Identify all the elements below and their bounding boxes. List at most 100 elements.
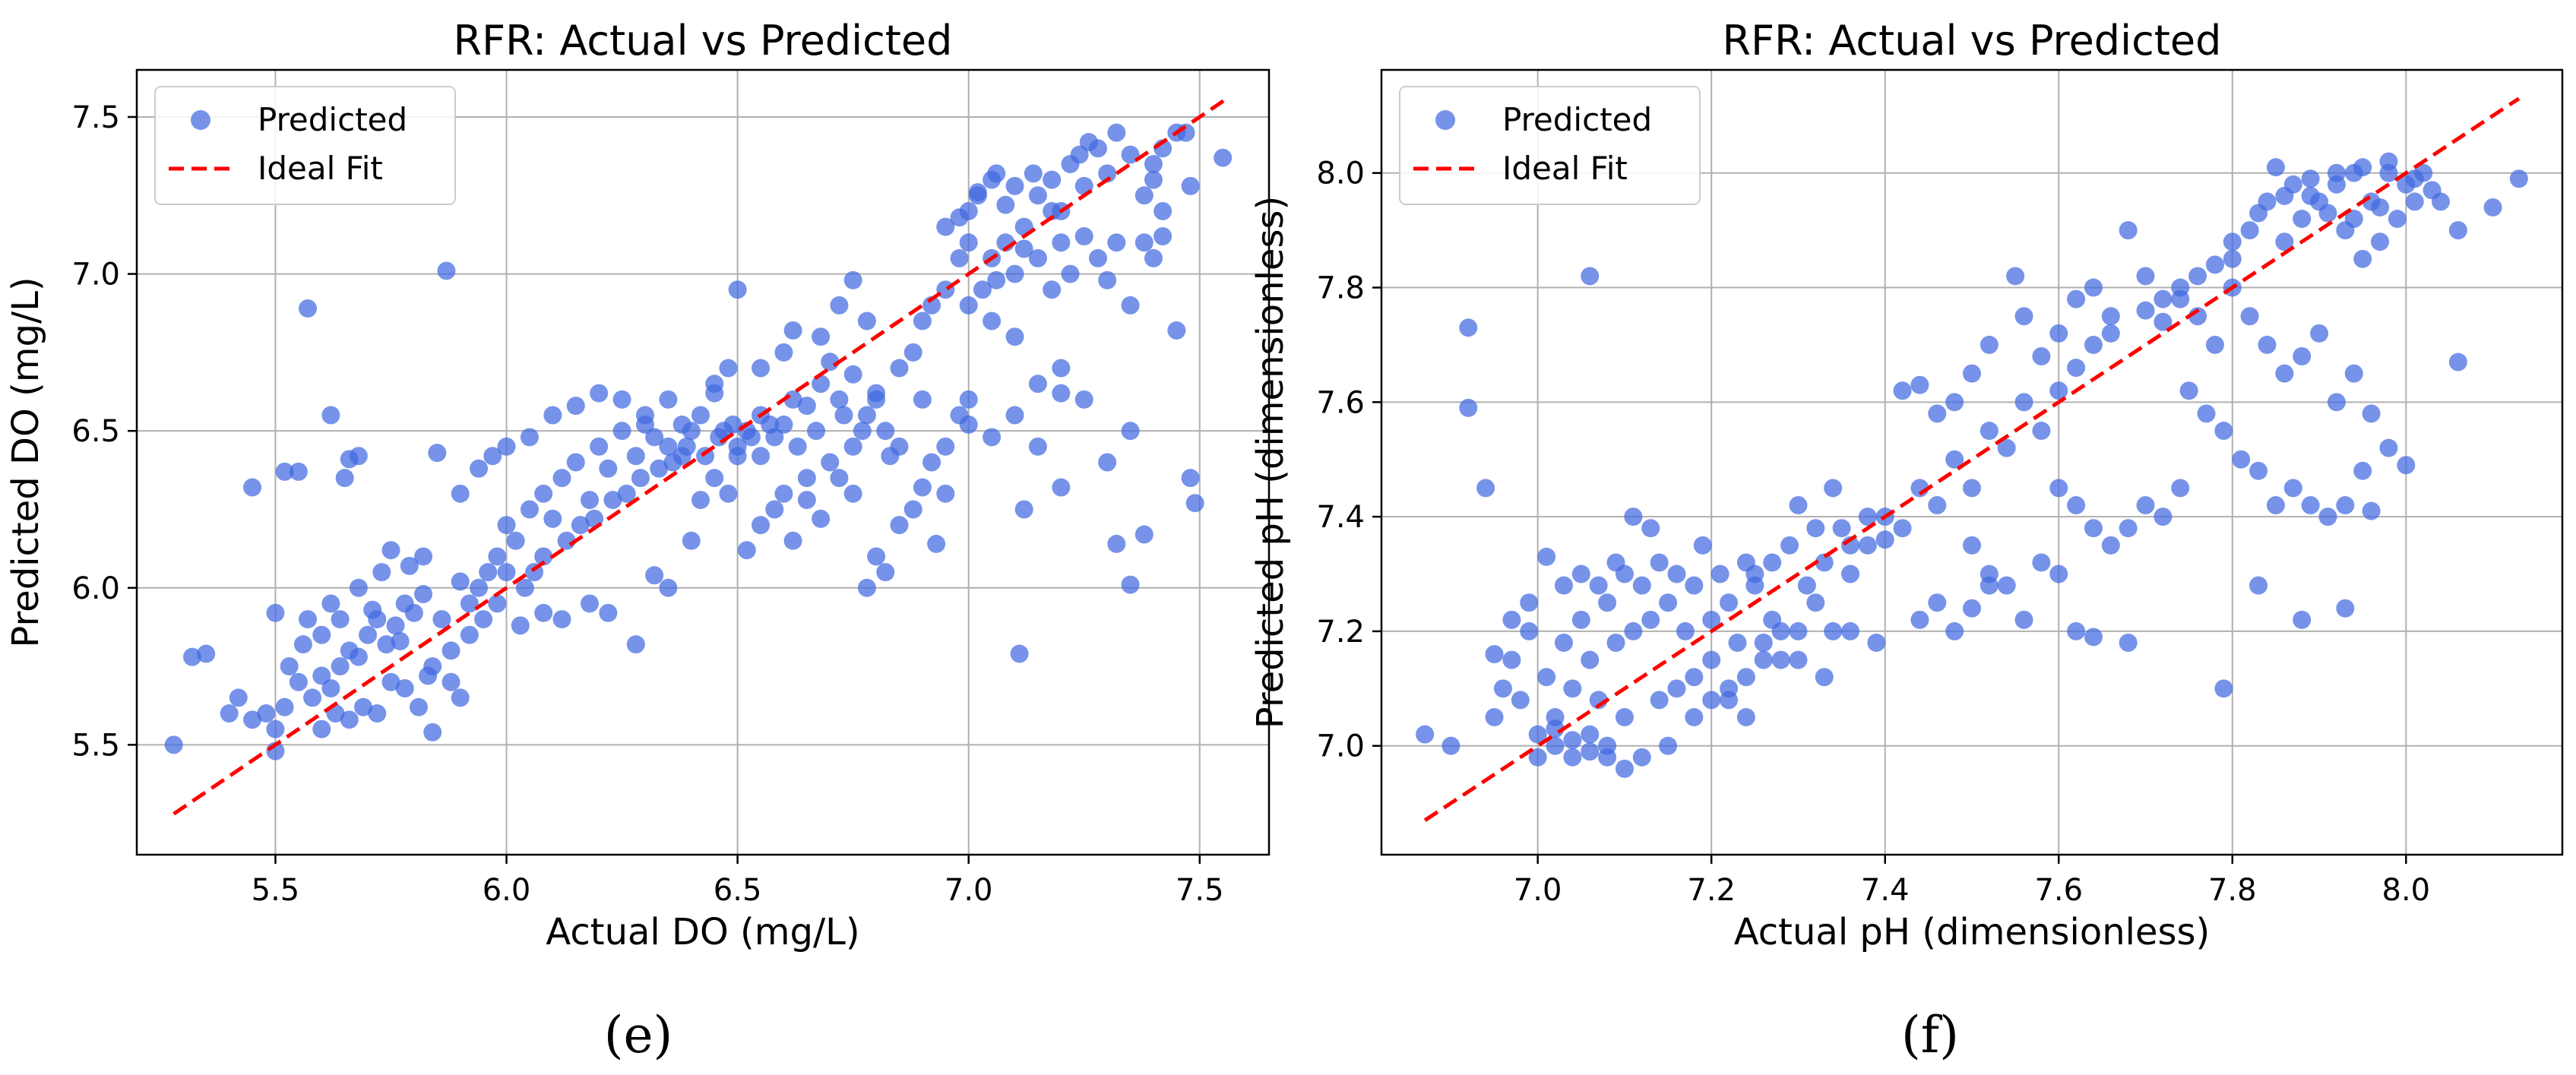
data-point <box>2240 221 2259 240</box>
data-point <box>1167 321 1186 340</box>
data-point <box>1928 593 1947 612</box>
data-point <box>1441 736 1460 755</box>
data-point <box>645 428 664 447</box>
legend-label-ideal-fit: Ideal Fit <box>258 150 383 187</box>
data-point <box>1416 725 1435 744</box>
data-point <box>719 359 738 378</box>
data-point <box>2049 479 2068 498</box>
data-point <box>1815 553 1834 572</box>
data-point <box>1858 507 1877 526</box>
data-point <box>2353 249 2372 268</box>
data-point <box>404 603 423 622</box>
data-point <box>229 688 248 707</box>
data-point <box>1624 621 1643 640</box>
data-point <box>1875 530 1894 549</box>
data-point <box>2171 289 2190 308</box>
data-point <box>1745 564 1764 583</box>
data-point <box>543 509 562 528</box>
x-tick-label: 7.2 <box>1687 873 1736 908</box>
data-point <box>391 632 410 651</box>
data-point <box>1571 564 1590 583</box>
data-point <box>566 397 585 416</box>
data-point <box>1641 519 1660 538</box>
data-point <box>275 462 294 481</box>
data-point <box>2049 564 2068 583</box>
panel-label: (f) <box>1901 1006 1959 1064</box>
data-point <box>2136 496 2155 515</box>
data-point <box>1459 318 1478 337</box>
data-point <box>682 422 701 441</box>
data-point <box>1771 650 1790 669</box>
data-point <box>2353 461 2372 480</box>
data-point <box>488 547 507 566</box>
data-point <box>2232 450 2251 469</box>
data-point <box>1754 650 1773 669</box>
data-point <box>497 516 516 535</box>
data-point <box>331 657 350 676</box>
data-point <box>419 666 438 685</box>
data-point <box>635 415 654 434</box>
data-point <box>349 647 368 666</box>
x-axis-label: Actual pH (dimensionless) <box>1734 911 2210 953</box>
data-point <box>2205 335 2224 354</box>
data-point <box>321 679 340 698</box>
data-point <box>1806 519 1825 538</box>
data-point <box>2240 307 2259 326</box>
data-point <box>1685 576 1704 595</box>
data-point <box>552 610 571 629</box>
data-point <box>2154 289 2173 308</box>
data-point <box>2214 679 2233 698</box>
data-point <box>1135 186 1154 205</box>
data-point <box>812 509 831 528</box>
data-point <box>1098 164 1117 183</box>
chart-title: RFR: Actual vs Predicted <box>1723 17 2222 65</box>
data-point <box>1005 264 1024 283</box>
data-point <box>1581 267 1600 286</box>
data-point <box>857 406 876 425</box>
data-point <box>335 469 354 488</box>
data-point <box>2119 634 2138 653</box>
data-point <box>1061 264 1080 283</box>
data-point <box>1554 634 1573 653</box>
data-point <box>321 406 340 425</box>
data-point <box>1997 576 2016 595</box>
data-point <box>1841 564 1860 583</box>
legend-label-ideal-fit: Ideal Fit <box>1502 150 1628 187</box>
data-point <box>1088 248 1107 267</box>
data-point <box>312 625 331 644</box>
data-point <box>590 437 609 456</box>
data-point <box>659 578 678 597</box>
x-tick-label: 7.5 <box>1176 873 1224 908</box>
data-point <box>470 459 489 478</box>
data-point <box>1121 575 1140 594</box>
data-point <box>1005 176 1024 195</box>
data-point <box>1789 621 1808 640</box>
y-tick-label: 7.5 <box>71 100 120 135</box>
data-point <box>752 447 771 466</box>
data-point <box>1963 479 1981 498</box>
data-point <box>1632 748 1651 767</box>
x-tick-label: 5.5 <box>252 873 300 908</box>
data-point <box>266 719 285 738</box>
data-point <box>2509 169 2528 188</box>
data-point <box>797 491 816 510</box>
data-point <box>857 578 876 597</box>
data-point <box>488 594 507 613</box>
data-point <box>275 697 294 716</box>
x-tick-label: 6.5 <box>714 873 762 908</box>
data-point <box>423 722 442 741</box>
gridlines <box>137 70 1269 855</box>
data-point <box>788 437 807 456</box>
data-point <box>913 390 932 409</box>
data-point <box>1028 437 1047 456</box>
data-point <box>903 343 922 362</box>
data-point <box>590 384 609 403</box>
y-tick-label: 5.5 <box>71 728 120 763</box>
data-point <box>1502 650 1521 669</box>
data-point <box>451 484 470 503</box>
data-point <box>2388 210 2407 229</box>
data-point <box>987 270 1006 289</box>
data-point <box>843 484 862 503</box>
data-point <box>1615 759 1634 778</box>
data-point <box>1214 148 1233 167</box>
